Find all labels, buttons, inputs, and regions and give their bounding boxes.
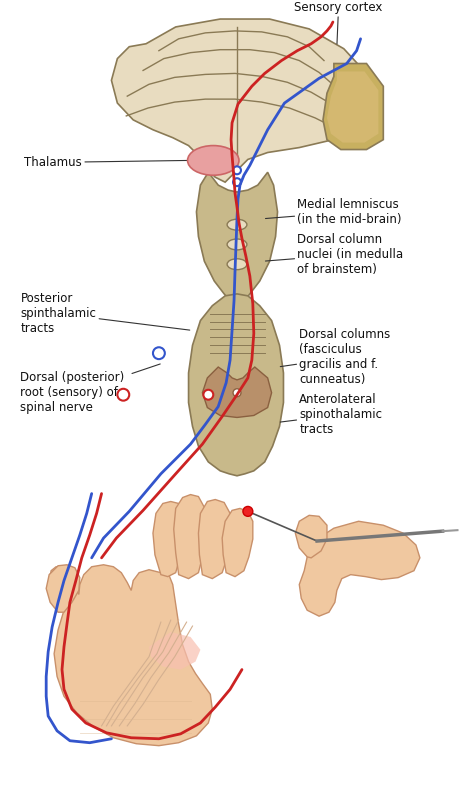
Circle shape [203,390,213,399]
Circle shape [118,389,129,401]
Polygon shape [199,500,231,579]
Polygon shape [49,565,212,745]
Text: Dorsal column
nuclei (in medulla
of brainstem): Dorsal column nuclei (in medulla of brai… [265,233,403,276]
Polygon shape [153,502,183,576]
Text: Thalamus: Thalamus [25,156,188,169]
Polygon shape [202,367,272,418]
Circle shape [233,167,241,174]
Text: Posterior
spinthalamic
tracts: Posterior spinthalamic tracts [20,292,190,335]
Text: Anterolateral
spinothalamic
tracts: Anterolateral spinothalamic tracts [280,393,383,436]
Polygon shape [174,494,206,579]
Polygon shape [323,64,383,150]
Circle shape [233,389,241,397]
Polygon shape [295,515,327,558]
Ellipse shape [188,146,239,175]
Ellipse shape [227,239,247,250]
Circle shape [233,178,241,186]
Circle shape [243,506,253,516]
Polygon shape [46,565,80,613]
Polygon shape [327,72,378,142]
Polygon shape [189,294,283,476]
Text: Dorsal columns
(fasciculus
gracilis and f.
cunneatus): Dorsal columns (fasciculus gracilis and … [280,328,391,386]
Polygon shape [222,509,253,576]
Text: Dorsal (posterior)
root (sensory) of a
spinal nerve: Dorsal (posterior) root (sensory) of a s… [20,364,160,415]
Text: Sensory cortex: Sensory cortex [294,1,383,44]
Polygon shape [299,522,420,616]
Circle shape [153,347,165,359]
Ellipse shape [227,219,247,230]
Polygon shape [196,172,278,306]
Text: Medial lemniscus
(in the mid-brain): Medial lemniscus (in the mid-brain) [265,198,402,226]
Polygon shape [149,632,201,670]
Ellipse shape [227,258,247,270]
Polygon shape [111,19,368,182]
